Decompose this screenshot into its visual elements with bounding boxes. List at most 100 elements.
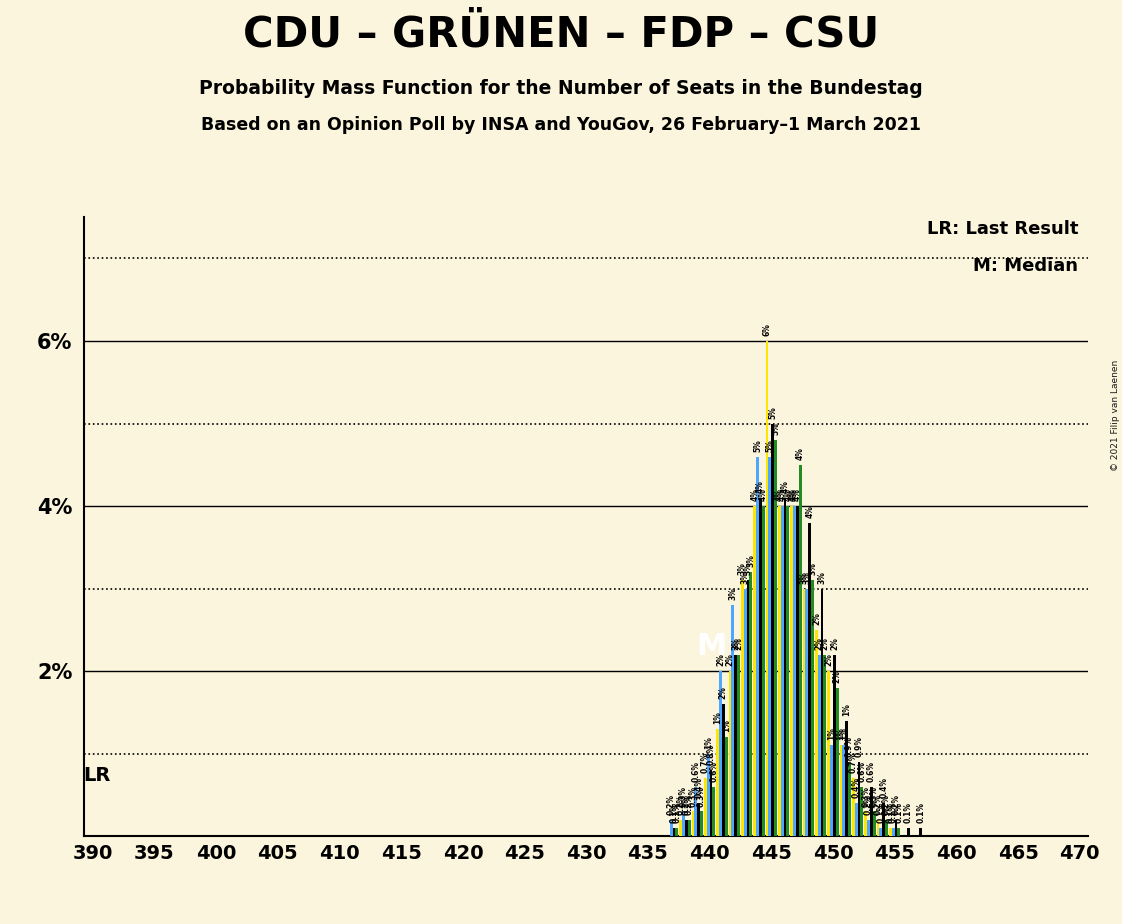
Bar [783,498,787,836]
Text: LR: Last Result: LR: Last Result [927,220,1078,238]
Bar [833,654,836,836]
Text: 4%: 4% [795,447,804,460]
Text: 4%: 4% [788,488,797,501]
Text: 0.6%: 0.6% [691,760,700,782]
Text: 3%: 3% [800,571,809,584]
Text: 0.1%: 0.1% [876,802,885,823]
Text: 3%: 3% [741,571,749,584]
Text: Based on an Opinion Poll by INSA and YouGov, 26 February–1 March 2021: Based on an Opinion Poll by INSA and You… [201,116,921,133]
Text: 5%: 5% [771,422,780,435]
Text: 2%: 2% [820,637,829,650]
Text: 1%: 1% [703,736,712,748]
Bar [820,589,824,836]
Bar [861,786,863,836]
Text: 0.2%: 0.2% [666,794,675,815]
Bar [824,654,826,836]
Text: 1%: 1% [721,720,730,732]
Bar [795,506,799,836]
Text: 4%: 4% [775,488,784,501]
Bar [852,778,855,836]
Bar [793,506,795,836]
Bar [672,828,675,836]
Bar [712,786,716,836]
Bar [725,737,728,836]
Text: 0.6%: 0.6% [709,760,718,782]
Text: 0.2%: 0.2% [864,794,873,815]
Bar [762,506,764,836]
Text: 0.7%: 0.7% [849,752,858,773]
Text: 0.1%: 0.1% [886,802,895,823]
Text: 0.7%: 0.7% [701,752,710,773]
Bar [732,605,734,836]
Bar [707,754,709,836]
Text: 0.1%: 0.1% [904,802,913,823]
Text: 0.2%: 0.2% [684,794,693,815]
Bar [703,778,707,836]
Text: 0.9%: 0.9% [855,736,864,757]
Bar [679,820,682,836]
Bar [781,506,783,836]
Bar [818,654,820,836]
Bar [688,820,691,836]
Text: 2%: 2% [825,653,834,666]
Text: 0.4%: 0.4% [852,777,861,798]
Bar [787,506,789,836]
Bar [716,729,719,836]
Bar [765,341,769,836]
Text: 0.3%: 0.3% [679,785,688,807]
Bar [919,828,922,836]
Text: 0.1%: 0.1% [889,802,898,823]
Bar [709,771,712,836]
Bar [769,456,771,836]
Bar [876,820,880,836]
Text: 2%: 2% [833,670,842,683]
Text: 0.3%: 0.3% [697,785,706,807]
Bar [898,828,900,836]
Bar [799,465,801,836]
Text: 3%: 3% [744,563,753,576]
Text: © 2021 Filip van Laenen: © 2021 Filip van Laenen [1111,360,1120,471]
Text: 0.2%: 0.2% [677,794,686,815]
Text: 0.6%: 0.6% [867,760,876,782]
Bar [695,786,697,836]
Text: 1%: 1% [827,727,836,740]
Text: 0.3%: 0.3% [862,785,871,807]
Text: 6%: 6% [763,323,772,336]
Bar [845,721,848,836]
Text: 4%: 4% [751,488,760,501]
Text: 3%: 3% [728,588,737,601]
Text: 0.2%: 0.2% [874,794,883,815]
Bar [815,630,818,836]
Text: 5%: 5% [753,439,762,452]
Text: 0.9%: 0.9% [845,736,854,757]
Text: 4%: 4% [756,480,765,492]
Text: 5%: 5% [765,439,774,452]
Bar [806,589,808,836]
Text: 0.1%: 0.1% [672,802,681,823]
Text: 0.4%: 0.4% [880,777,889,798]
Text: 0.2%: 0.2% [682,794,691,815]
Text: 4%: 4% [783,488,792,501]
Bar [746,580,749,836]
Text: 2%: 2% [726,653,735,666]
Text: 2%: 2% [719,687,728,699]
Bar [737,654,739,836]
Bar [682,811,684,836]
Text: M: Median: M: Median [973,258,1078,275]
Text: 4%: 4% [806,505,815,517]
Bar [774,440,776,836]
Bar [839,746,843,836]
Text: 5%: 5% [769,406,778,419]
Text: 3%: 3% [818,571,827,584]
Bar [830,746,833,836]
Text: 3%: 3% [808,563,817,576]
Text: 0.4%: 0.4% [695,777,703,798]
Bar [741,580,744,836]
Text: 0.1%: 0.1% [917,802,926,823]
Text: 0.3%: 0.3% [689,785,698,807]
Bar [848,762,850,836]
Bar [857,762,861,836]
Text: 0.1%: 0.1% [670,802,679,823]
Text: 2%: 2% [815,637,824,650]
Bar [719,671,721,836]
